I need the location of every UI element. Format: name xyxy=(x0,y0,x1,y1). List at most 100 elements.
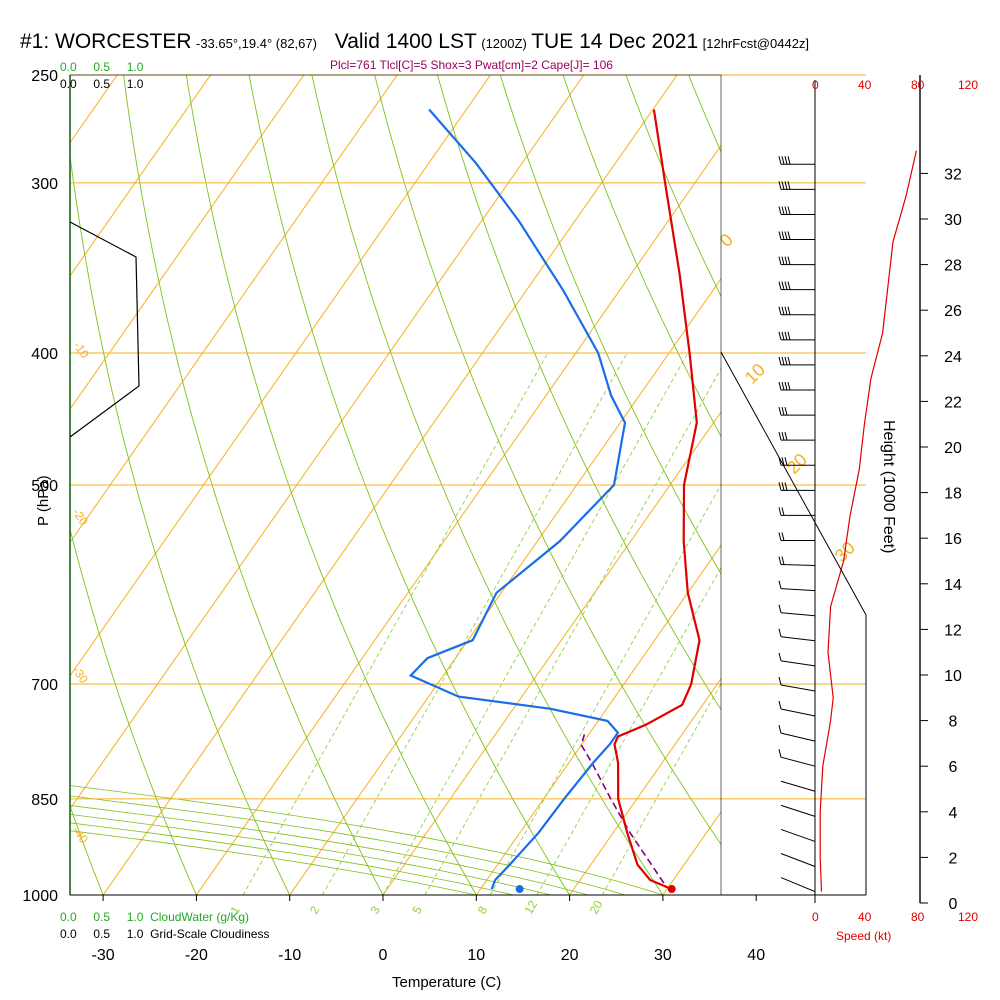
wind-barb-feather xyxy=(778,206,782,215)
wind-barb-feather xyxy=(778,676,782,686)
cloudiness-tick: 0.5 xyxy=(93,927,111,941)
cloudiness-tick: 0.5 xyxy=(93,77,111,91)
height-tick-label: 16 xyxy=(944,531,962,548)
speed-tick-top-0: 0 xyxy=(812,78,819,92)
cloudwater-tick: 0.5 xyxy=(93,910,111,924)
parcel-line xyxy=(580,733,665,884)
dry-adiabat-line xyxy=(374,75,721,846)
mixing-ratio-label: 12 xyxy=(521,898,540,917)
cloudiness-tick: 1.0 xyxy=(126,927,144,941)
wind-barb-feather xyxy=(781,532,785,541)
forecast-run: [12hrFcst@0442z] xyxy=(702,36,810,51)
cloudwater-scale-top: 0.0 0.5 1.0 xyxy=(60,60,143,74)
wind-barb xyxy=(780,804,816,817)
wind-barb-feather xyxy=(787,356,791,366)
y-axis-title: P (hPa) xyxy=(35,475,52,526)
pressure-tick-label: 850 xyxy=(31,792,58,809)
surface-dewpoint-dot xyxy=(515,885,524,894)
wind-barb xyxy=(780,828,816,842)
wind-barb-feather xyxy=(784,306,788,315)
isotherm-line xyxy=(475,544,721,895)
wind-barb-feather xyxy=(784,256,788,265)
axes: -30 -20 -10 0 10 20 30 402503004005007008501000… xyxy=(22,68,962,964)
wind-barb xyxy=(780,636,816,642)
mixing-ratio-line xyxy=(382,352,689,895)
pressure-tick-label: 700 xyxy=(31,677,58,694)
dry-adiabat-line xyxy=(70,527,197,895)
dry-adiabat-line xyxy=(248,75,570,895)
wind-barb-feather xyxy=(778,281,782,290)
cloudiness-scale-top: 0.0 0.5 1.0 xyxy=(60,77,143,91)
wind-barb xyxy=(780,756,816,767)
wind-barb-feather xyxy=(778,306,782,315)
wind-barb-feather xyxy=(778,724,782,734)
wind-barb-feather xyxy=(778,256,782,265)
wind-barb-feather xyxy=(778,749,782,758)
speed-tick-bottom-40: 40 xyxy=(858,910,872,924)
cloudiness-scale-bottom: 0.0 0.5 1.0 Grid-Scale Cloudiness xyxy=(60,927,269,941)
forecast-date: TUE 14 Dec 2021 xyxy=(531,30,699,53)
profile-lines xyxy=(408,108,701,894)
speed-axis-title: Speed (kt) xyxy=(836,929,891,943)
wind-barb xyxy=(780,588,816,592)
height-tick-label: 30 xyxy=(944,212,962,229)
frame-edge xyxy=(720,351,867,895)
wind-barb-feather xyxy=(781,356,785,366)
wind-barb-feather xyxy=(781,281,785,290)
x-tick-label: -10 xyxy=(278,947,301,964)
wind-barb-feather xyxy=(787,256,791,265)
cloudiness-tick: 1.0 xyxy=(126,77,144,91)
wind-barb-feather xyxy=(778,628,782,637)
moist-adiabat-line xyxy=(70,813,551,895)
wind-barb-feather xyxy=(787,231,791,240)
height-tick-label: 14 xyxy=(944,577,962,594)
speed-tick-top-40: 40 xyxy=(858,78,872,92)
wind-barb xyxy=(780,708,816,717)
wind-barb-feather xyxy=(787,381,791,391)
wind-barb-feather xyxy=(787,281,791,290)
speed-tick-top-120: 120 xyxy=(958,78,979,92)
station-coords: -33.65°,19.4° (82,67) xyxy=(195,36,317,51)
speed-tick-top-80: 80 xyxy=(911,78,925,92)
stability-params: Plcl=761 Tlcl[C]=5 Shox=3 Pwat[cm]=2 Cap… xyxy=(330,58,613,72)
wind-barb-feather xyxy=(781,231,785,240)
wind-barb-column xyxy=(778,80,917,903)
cloudiness-tick: 0.0 xyxy=(60,927,77,941)
wind-barb-feather xyxy=(778,700,782,710)
wind-barb-feather xyxy=(784,231,788,240)
wind-barb-feather xyxy=(778,381,782,391)
wind-barb xyxy=(780,564,816,567)
wind-barb-feather xyxy=(787,181,791,190)
mixing-ratio-line xyxy=(536,566,721,895)
wind-barb-feather xyxy=(784,406,788,416)
height-axis-title: Height (1000 Feet) xyxy=(880,420,897,553)
wind-barb-feather xyxy=(778,406,782,416)
speed-tick-bottom-0: 0 xyxy=(812,910,819,924)
cloudwater-tick: 0.5 xyxy=(93,60,111,74)
wind-barb-feather xyxy=(778,580,782,589)
wind-barb-feather xyxy=(778,356,782,366)
wind-barb xyxy=(780,684,816,692)
wind-barb xyxy=(780,877,816,893)
dry-adiabat-line xyxy=(185,75,477,895)
speed-tick-bottom-120: 120 xyxy=(958,910,979,924)
wind-barb-feather xyxy=(784,457,788,466)
height-tick-label: 12 xyxy=(944,622,962,639)
wind-barb-feather xyxy=(784,181,788,190)
wind-barb-feather xyxy=(784,432,788,441)
height-tick-label: 8 xyxy=(949,714,958,731)
wind-barb-feather xyxy=(787,306,791,315)
wind-barb-feather xyxy=(781,331,785,340)
wind-barb xyxy=(780,660,816,667)
temperature-line xyxy=(613,109,701,891)
wind-barb-feather xyxy=(778,507,782,516)
dry-adiabat-line xyxy=(562,75,721,438)
chart-header: #1: WORCESTER -33.65°,19.4° (82,67) Vali… xyxy=(20,30,809,54)
wind-barb-feather xyxy=(781,381,785,391)
zulu-time: (1200Z) xyxy=(481,36,527,51)
wind-barb xyxy=(780,853,816,867)
cloudwater-tick: 1.0 xyxy=(126,910,144,924)
dry-adiabat-line xyxy=(123,75,384,895)
height-tick-label: 10 xyxy=(944,668,962,685)
moist-adiabat-line xyxy=(70,785,664,895)
